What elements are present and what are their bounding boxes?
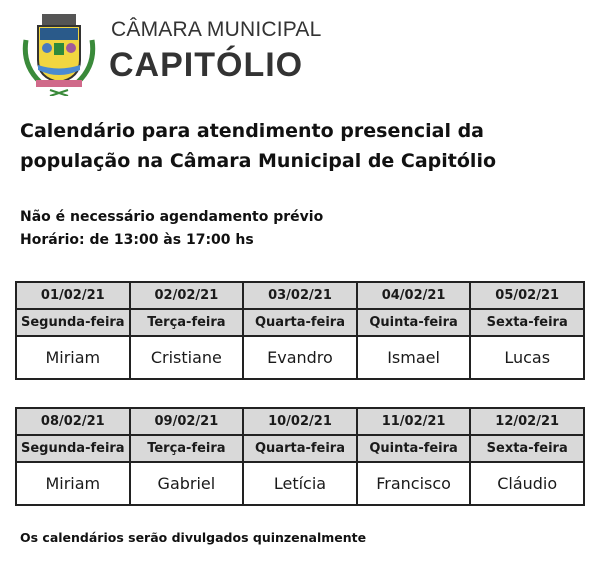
names-row: Miriam Cristiane Evandro Ismael Lucas [15,335,585,380]
date-cell: 01/02/21 [15,281,131,310]
days-row: Segunda-feira Terça-feira Quarta-feira Quin… [15,308,585,337]
day-cell: Quinta-feira [355,434,472,463]
date-cell: 04/02/21 [355,281,472,310]
date-cell: 02/02/21 [128,281,245,310]
date-cell: 08/02/21 [15,407,131,436]
day-cell: Quarta-feira [242,308,358,337]
day-cell: Sexta-feira [469,434,585,463]
name-cell: Cristiane [128,335,245,380]
names-row: Miriam Gabriel Letícia Francisco Cláudio [15,461,585,506]
date-cell: 09/02/21 [128,407,245,436]
name-cell: Miriam [15,461,131,506]
date-cell: 12/02/21 [469,407,585,436]
day-cell: Segunda-feira [15,434,131,463]
day-cell: Terça-feira [128,308,245,337]
day-cell: Quarta-feira [242,434,358,463]
name-cell: Miriam [15,335,131,380]
org-name-line1: CÂMARA MUNICIPAL [111,18,322,41]
dates-row: 01/02/21 02/02/21 03/02/21 04/02/21 05/02/21 [15,281,585,310]
days-row: Segunda-feira Terça-feira Quarta-feira Quin… [15,434,585,463]
date-cell: 11/02/21 [355,407,472,436]
name-cell: Ismael [355,335,472,380]
name-cell: Lucas [469,335,585,380]
day-cell: Segunda-feira [15,308,131,337]
footer-note: Os calendários serão divulgados quinzena… [20,530,367,545]
title-line: Calendário para atendimento presencial d… [20,120,485,142]
name-cell: Gabriel [128,461,245,506]
org-name-line2: CAPITÓLIO [109,46,304,84]
name-cell: Letícia [242,461,358,506]
schedule-table-week2: 08/02/21 09/02/21 10/02/21 11/02/21 12/02/21… [15,407,585,506]
day-cell: Terça-feira [128,434,245,463]
dates-row: 08/02/21 09/02/21 10/02/21 11/02/21 12/02/21 [15,407,585,436]
name-cell: Cláudio [469,461,585,506]
day-cell: Sexta-feira [469,308,585,337]
name-cell: Evandro [242,335,358,380]
day-cell: Quinta-feira [355,308,472,337]
title-line: população na Câmara Municipal de Capitól… [20,150,497,172]
info-line: Não é necessário agendamento prévio [20,209,324,225]
schedule-table-week1: 01/02/21 02/02/21 03/02/21 04/02/21 05/02/21… [15,281,585,380]
name-cell: Francisco [355,461,472,506]
date-cell: 05/02/21 [469,281,585,310]
date-cell: 10/02/21 [242,407,358,436]
coat-of-arms-logo [22,14,96,96]
hours-line: Horário: de 13:00 às 17:00 hs [20,232,254,248]
date-cell: 03/02/21 [242,281,358,310]
info-text: Não é necessário agendamento prévio Horá… [20,206,323,252]
page-title: Calendário para atendimento presencial d… [20,116,590,176]
